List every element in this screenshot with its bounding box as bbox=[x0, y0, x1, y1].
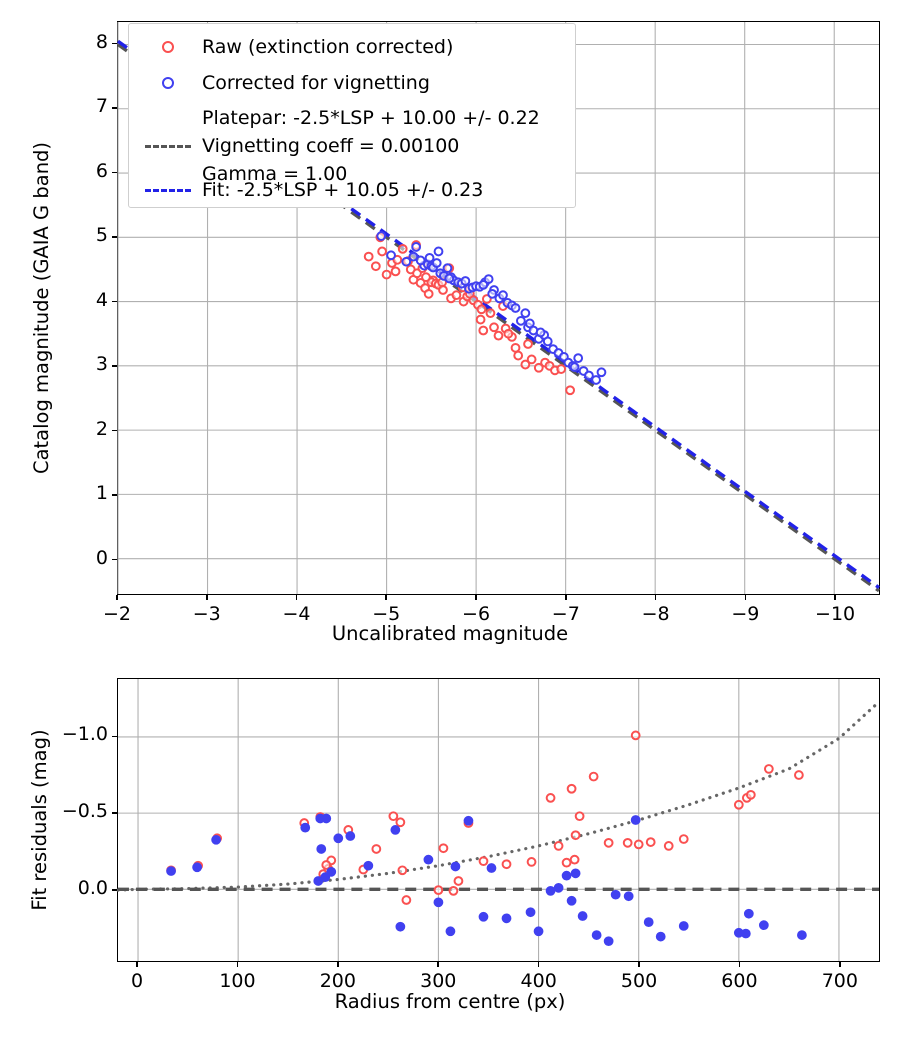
legend-dashed-line-icon bbox=[144, 144, 192, 148]
x-tick-mark bbox=[136, 962, 138, 967]
legend-entry[interactable]: Fit: -2.5*LSP + 10.05 +/- 0.23 bbox=[144, 175, 483, 205]
x-tick-label: 400 bbox=[520, 970, 557, 992]
bottom-xaxis-label: Radius from centre (px) bbox=[334, 990, 566, 1013]
y-tick-label: −1.0 bbox=[61, 723, 108, 746]
y-tick-label: 5 bbox=[95, 224, 108, 247]
x-tick-mark bbox=[475, 595, 477, 600]
x-tick-mark bbox=[565, 595, 567, 600]
legend-entry-label: Platepar: -2.5*LSP + 10.00 +/- 0.22 bbox=[202, 107, 540, 129]
legend-marker-circle-icon bbox=[144, 77, 192, 89]
legend-entry-label: Gamma = 1.00 bbox=[202, 163, 348, 185]
y-tick-mark bbox=[112, 300, 117, 303]
x-tick-label: −8 bbox=[641, 603, 670, 625]
x-tick-label: −7 bbox=[551, 603, 580, 625]
y-tick-label: 3 bbox=[95, 353, 108, 376]
x-tick-label: −10 bbox=[815, 603, 856, 625]
x-tick-label: 300 bbox=[420, 970, 457, 992]
x-tick-label: −2 bbox=[102, 603, 131, 625]
legend bbox=[128, 23, 576, 208]
bottom-yaxis-label: Fit residuals (mag) bbox=[28, 729, 51, 911]
y-tick-mark bbox=[112, 171, 117, 174]
legend-entry[interactable]: Corrected for vignetting bbox=[144, 68, 430, 98]
fit-residuals-axes bbox=[116, 678, 881, 962]
x-tick-label: −5 bbox=[372, 603, 401, 625]
y-tick-label: 6 bbox=[95, 159, 108, 182]
y-tick-mark bbox=[112, 558, 117, 561]
x-tick-mark bbox=[385, 595, 388, 600]
legend-entry-label: Corrected for vignetting bbox=[202, 72, 430, 94]
y-tick-mark bbox=[112, 429, 117, 432]
x-tick-mark bbox=[744, 595, 747, 600]
fit-residuals-canvas bbox=[116, 679, 881, 961]
x-tick-label: 500 bbox=[620, 970, 658, 992]
magnitude-calibration-canvas bbox=[117, 22, 880, 594]
x-tick-label: −9 bbox=[731, 603, 760, 625]
x-tick-mark bbox=[839, 962, 841, 967]
top-xaxis-label: Uncalibrated magnitude bbox=[331, 622, 569, 645]
legend-entry-label: Vignetting coeff = 0.00100 bbox=[202, 135, 460, 157]
y-tick-mark bbox=[112, 494, 117, 496]
x-tick-mark bbox=[116, 595, 118, 600]
x-tick-label: 700 bbox=[821, 970, 858, 992]
y-tick-mark bbox=[112, 365, 117, 367]
x-tick-label: −4 bbox=[282, 603, 311, 625]
legend-entry-label-block: Platepar: -2.5*LSP + 10.00 +/- 0.22 Vigne… bbox=[202, 104, 540, 188]
y-tick-label: 1 bbox=[95, 482, 108, 505]
x-tick-mark bbox=[638, 962, 640, 967]
legend-marker-circle-icon bbox=[144, 41, 192, 53]
x-tick-mark bbox=[295, 595, 298, 600]
x-tick-mark bbox=[437, 962, 440, 967]
y-tick-label: 7 bbox=[95, 95, 108, 118]
x-tick-mark bbox=[205, 595, 208, 600]
y-tick-label: −0.5 bbox=[61, 800, 108, 823]
y-tick-label: 4 bbox=[95, 288, 108, 311]
x-tick-mark bbox=[337, 962, 339, 967]
legend-entry-label: Raw (extinction corrected) bbox=[202, 36, 454, 58]
y-tick-mark bbox=[112, 236, 117, 238]
x-tick-label: −6 bbox=[462, 603, 491, 625]
x-tick-label: 0 bbox=[131, 970, 144, 992]
y-tick-mark bbox=[112, 107, 117, 109]
x-tick-label: 100 bbox=[219, 970, 256, 992]
y-tick-mark bbox=[112, 735, 117, 738]
x-tick-mark bbox=[834, 595, 836, 600]
x-tick-label: 200 bbox=[319, 970, 356, 992]
legend-dashed-line-icon bbox=[144, 188, 192, 192]
y-tick-label: 2 bbox=[95, 417, 108, 440]
y-tick-label: 8 bbox=[95, 30, 108, 53]
top-yaxis-label: Catalog magnitude (GAIA G band) bbox=[30, 141, 53, 475]
legend-entry[interactable]: Raw (extinction corrected) bbox=[144, 32, 453, 62]
y-tick-label: 0 bbox=[95, 546, 108, 569]
legend-entry[interactable]: Platepar: -2.5*LSP + 10.00 +/- 0.22 Vigne… bbox=[144, 104, 540, 188]
y-tick-mark bbox=[112, 42, 117, 45]
x-tick-mark bbox=[654, 595, 657, 600]
x-tick-mark bbox=[537, 962, 540, 967]
y-tick-mark bbox=[112, 889, 117, 891]
y-tick-label: 0.0 bbox=[77, 876, 108, 899]
y-tick-mark bbox=[112, 812, 117, 814]
x-tick-label: 600 bbox=[721, 970, 758, 992]
x-tick-label: −3 bbox=[192, 603, 221, 625]
x-tick-mark bbox=[236, 962, 239, 967]
legend-entry-label: Fit: -2.5*LSP + 10.05 +/- 0.23 bbox=[202, 179, 484, 201]
x-tick-mark bbox=[738, 962, 741, 967]
